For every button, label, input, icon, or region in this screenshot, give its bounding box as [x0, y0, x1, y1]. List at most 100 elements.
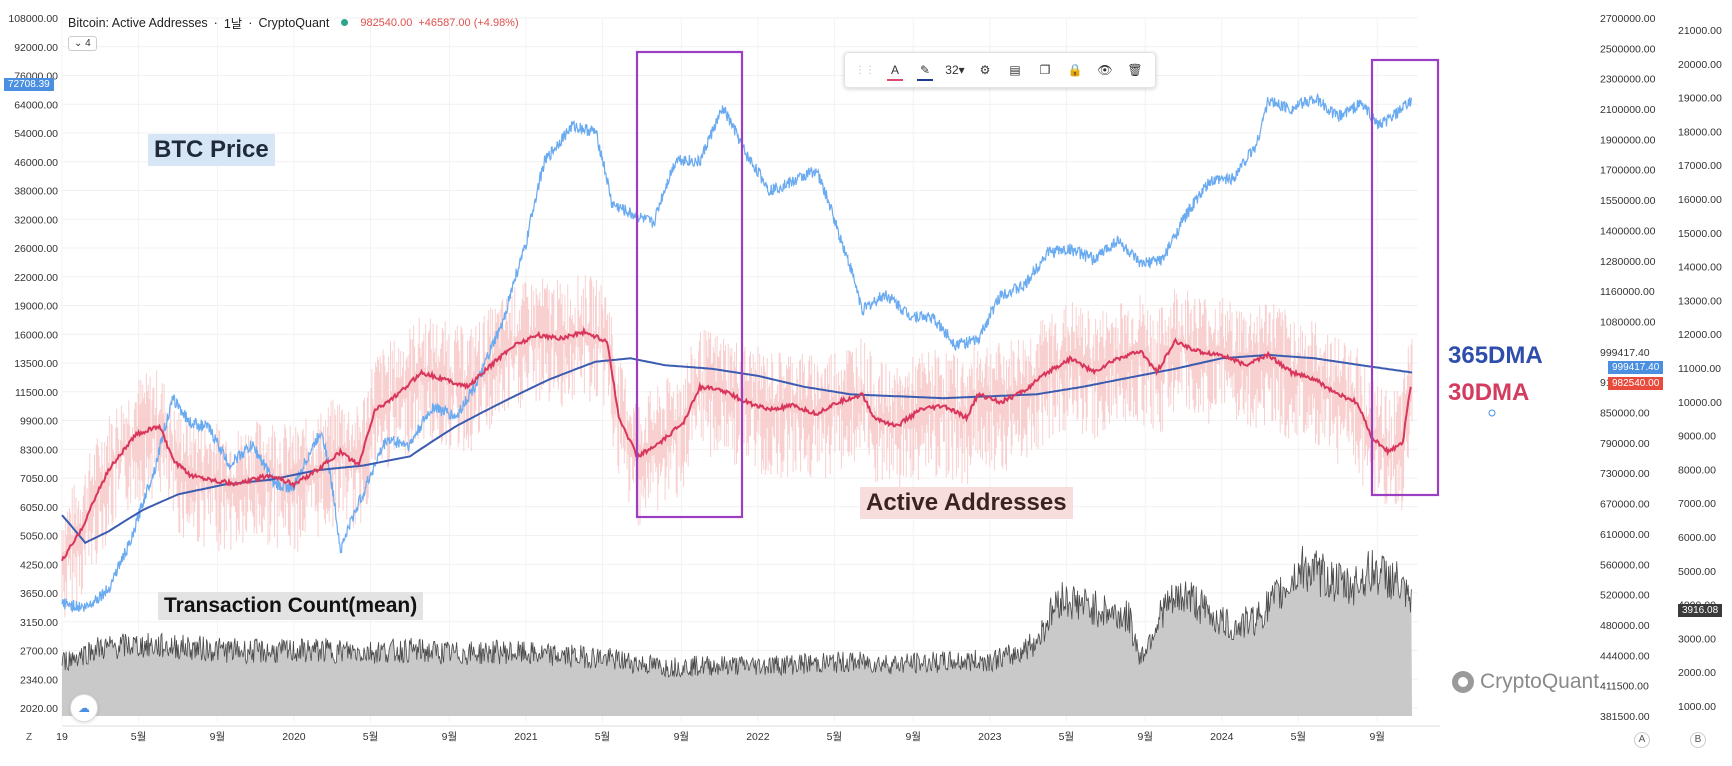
text-color-button[interactable]: A	[881, 56, 909, 84]
cursor-marker	[1488, 409, 1496, 417]
x-axis-label: 9월	[906, 731, 922, 743]
x-axis-label: 9월	[1137, 731, 1153, 743]
x-axis-label: 5월	[827, 731, 843, 743]
tx-axis-label: 18000.00	[1678, 126, 1722, 138]
active-axis-label: 1900000.00	[1600, 134, 1656, 146]
x-axis-label: 9월	[1369, 731, 1385, 743]
tx-axis-label: 19000.00	[1678, 93, 1722, 105]
left-axis-label: 13500.00	[14, 358, 58, 370]
delete-icon[interactable]: 🗑	[1127, 63, 1143, 77]
axes: 108000.0092000.0076000.0064000.0054000.0…	[8, 13, 1722, 743]
left-axis-label: 6050.00	[20, 502, 58, 514]
active-axis-label: 2100000.00	[1600, 104, 1656, 116]
left-axis-label: 9900.00	[20, 416, 58, 428]
left-axis-label: 26000.00	[14, 243, 58, 255]
tx-axis-label: 8000.00	[1678, 464, 1716, 476]
dma30-label[interactable]: 30DMA	[1448, 379, 1530, 406]
x-axis-label: 5월	[1291, 731, 1307, 743]
dma365-price-tag: 999417.40	[1608, 361, 1664, 374]
chart-source: CryptoQuant	[258, 15, 330, 30]
tx-price-tag: 3916.08	[1678, 604, 1723, 617]
collapse-indicators-button[interactable]: ⌄ 4	[68, 36, 97, 51]
dma365-line	[61, 353, 1413, 545]
brand-watermark: CryptoQuant	[1452, 670, 1599, 694]
x-axis-label: 19	[56, 731, 68, 743]
active-axis-label: 610000.00	[1600, 529, 1650, 541]
left-axis-label: 7050.00	[20, 473, 58, 485]
settings-icon[interactable]: ⚙	[979, 63, 991, 77]
left-axis-label: 22000.00	[14, 272, 58, 284]
series-group	[61, 92, 1413, 613]
drawing-toolbar: ⋮⋮ A ✎ 32 ▾ ⚙ ▤ ❐ 🔒 👁 🗑	[844, 52, 1156, 88]
tx-axis-label: 7000.00	[1678, 498, 1716, 510]
active-axis-label: 730000.00	[1600, 468, 1650, 480]
x-axis-label: 2022	[746, 731, 770, 743]
left-axis-label: 2700.00	[20, 646, 58, 658]
font-size-dropdown[interactable]: 32 ▾	[945, 63, 965, 77]
btc-price-label[interactable]: BTC Price	[148, 134, 275, 166]
x-axis-label: 2023	[978, 731, 1002, 743]
x-axis-label: 2024	[1210, 731, 1234, 743]
active-axis-label: 411500.00	[1600, 681, 1649, 693]
tx-axis-label: 13000.00	[1678, 295, 1722, 307]
tx-axis-label: 10000.00	[1678, 397, 1722, 409]
copy-icon[interactable]: ❐	[1039, 63, 1051, 77]
highlight-box-2024	[1370, 58, 1440, 497]
active-axis-label: 1080000.00	[1600, 316, 1656, 328]
visibility-icon[interactable]: 👁	[1097, 63, 1113, 77]
chart-title: Bitcoin: Active Addresses	[68, 15, 208, 30]
collapse-count: 4	[85, 38, 91, 49]
left-axis-label: 11500.00	[15, 387, 58, 399]
active-axis-label: 560000.00	[1600, 559, 1650, 571]
left-axis-label: 46000.00	[14, 157, 58, 169]
btc-price-tag: 72708.39	[4, 78, 54, 91]
transaction-count-line	[61, 545, 1412, 678]
pen-icon[interactable]: ✎	[911, 56, 939, 84]
active-axis-label: 1160000.00	[1600, 286, 1655, 298]
x-axis-label: 5월	[595, 731, 611, 743]
active-axis-label: 670000.00	[1600, 499, 1650, 511]
active-addresses-raw-series	[61, 275, 1413, 618]
highlight-box-2021	[635, 50, 744, 519]
axis-button-a[interactable]: A	[1634, 732, 1650, 748]
active-axis-label: 790000.00	[1600, 438, 1650, 450]
active-axis-label: 1550000.00	[1600, 195, 1656, 207]
header-change: +46587.00 (+4.98%)	[418, 16, 519, 29]
active-axis-label: 444000.00	[1600, 650, 1650, 662]
transaction-count-series	[61, 545, 1412, 716]
chart-interval[interactable]: 1날	[223, 17, 243, 31]
active-axis-label: 1400000.00	[1600, 225, 1656, 237]
active-axis-label: 999417.40	[1600, 347, 1650, 359]
x-axis-label: 2021	[514, 731, 538, 743]
lock-icon[interactable]: 🔒	[1067, 63, 1083, 77]
active-addresses-label[interactable]: Active Addresses	[860, 487, 1073, 519]
left-axis-label: 3150.00	[20, 617, 58, 629]
tx-axis-label: 5000.00	[1678, 566, 1716, 578]
tx-axis-label: 12000.00	[1678, 329, 1722, 341]
x-axis-label: 9월	[674, 731, 690, 743]
left-axis-label: 3650.00	[20, 588, 58, 600]
dma30-line	[61, 326, 1412, 562]
tx-axis-label: 20000.00	[1678, 59, 1722, 71]
tx-axis-label: 16000.00	[1678, 194, 1722, 206]
tx-axis-label: 14000.00	[1678, 262, 1722, 274]
tx-axis-label: 15000.00	[1678, 228, 1722, 240]
tx-axis-label: 2000.00	[1678, 667, 1716, 679]
left-axis-label: 2020.00	[20, 703, 58, 715]
x-axis-label: 9월	[210, 731, 226, 743]
drag-handle-icon[interactable]: ⋮⋮	[855, 64, 875, 76]
axis-button-b[interactable]: B	[1690, 732, 1706, 748]
transaction-count-label[interactable]: Transaction Count(mean)	[158, 592, 424, 620]
x-axis-label: 5월	[131, 731, 147, 743]
dma365-label[interactable]: 365DMA	[1448, 342, 1543, 369]
layers-icon[interactable]: ▤	[1009, 63, 1021, 77]
cloud-icon[interactable]: ☁	[70, 694, 98, 722]
highlight-boxes	[635, 50, 1496, 519]
tx-axis-label: 6000.00	[1678, 532, 1716, 544]
active-addresses-raw	[61, 275, 1413, 618]
active-axis-label: 520000.00	[1600, 590, 1650, 602]
tx-axis-label: 21000.00	[1678, 25, 1722, 37]
active-axis-label: 2500000.00	[1600, 43, 1656, 55]
chart-header: Bitcoin: Active Addresses · 1날 · CryptoQ…	[68, 13, 519, 32]
axis-button-z[interactable]: Z	[26, 732, 33, 743]
